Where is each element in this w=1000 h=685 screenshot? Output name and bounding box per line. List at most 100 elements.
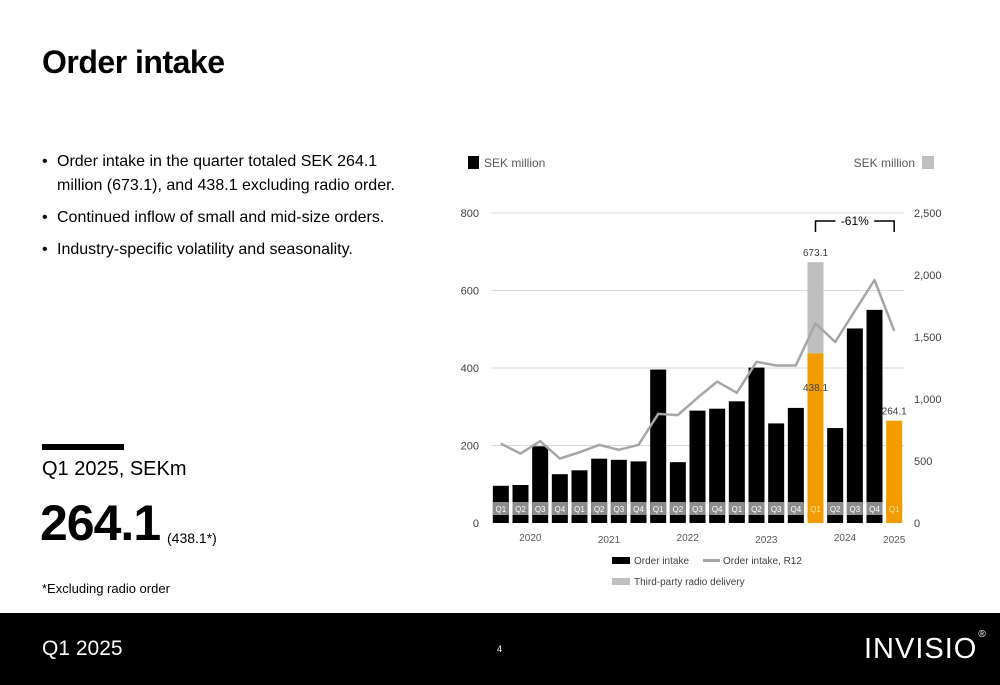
quarter-label: Q1 (810, 505, 821, 514)
bar-order-intake (807, 353, 824, 523)
bullet-list: Order intake in the quarter totaled SEK … (42, 150, 422, 270)
quarter-tag (728, 502, 745, 515)
bar-order-intake (571, 470, 588, 523)
quarter-tag (866, 502, 883, 515)
quarter-tag (512, 502, 529, 515)
footer-period: Q1 2025 (42, 637, 123, 660)
bar-order-intake (827, 428, 844, 523)
quarter-label: Q4 (869, 505, 880, 514)
quarter-label: Q3 (535, 505, 546, 514)
bar-radio-delivery (807, 262, 824, 354)
quarter-tag (551, 502, 568, 515)
y-right-tick-label: 2,500 (914, 208, 942, 220)
data-label: 673.1 (803, 248, 828, 259)
quarter-tag (768, 502, 785, 515)
left-unit-label: SEK million (484, 156, 545, 170)
quarter-tag (689, 502, 706, 515)
footer-bar: Q1 2025 4 INVISIO® (0, 613, 1000, 685)
legend-swatch-radio (612, 578, 630, 585)
quarter-tag (846, 502, 863, 515)
line-order-intake-r12 (500, 278, 896, 460)
quarter-label: Q1 (574, 505, 585, 514)
kpi-value: 264.1 (40, 495, 161, 551)
bullet-item: Industry-specific volatility and seasona… (42, 238, 422, 262)
quarter-label: Q2 (672, 505, 683, 514)
bar-order-intake (768, 423, 785, 523)
quarter-tag (591, 502, 608, 515)
bullet-item: Continued inflow of small and mid-size o… (42, 206, 422, 230)
bar-order-intake (787, 407, 804, 523)
quarter-tag (571, 502, 588, 515)
right-unit-swatch (922, 156, 934, 169)
y-left-tick-label: 200 (461, 441, 479, 453)
quarter-tag (827, 502, 844, 515)
legend-swatch-order-intake (612, 557, 630, 564)
bar-order-intake (650, 369, 667, 523)
kpi-note: (438.1*) (167, 530, 217, 546)
quarter-label: Q3 (771, 505, 782, 514)
footnote: *Excluding radio order (42, 581, 170, 596)
quarter-tag (650, 502, 667, 515)
quarter-tag (492, 502, 509, 515)
quarter-label: Q4 (712, 505, 723, 514)
quarter-tag (709, 502, 726, 515)
annotation-bracket-left (814, 220, 836, 232)
quarter-label: Q4 (790, 505, 801, 514)
y-right-tick-label: 0 (914, 518, 920, 530)
quarter-label: Q1 (495, 505, 506, 514)
legend-label: Order intake (634, 556, 689, 567)
left-unit-swatch (468, 156, 479, 169)
quarter-tag (532, 502, 549, 515)
quarter-label: Q1 (653, 505, 664, 514)
y-right-tick-label: 2,000 (914, 270, 942, 282)
y-right-tick-label: 1,500 (914, 332, 942, 344)
quarter-label: Q2 (594, 505, 605, 514)
quarter-tag (807, 502, 824, 515)
quarter-label: Q2 (515, 505, 526, 514)
legend-label: Order intake, R12 (723, 556, 802, 567)
y-right-tick-label: 1,000 (914, 394, 942, 406)
quarter-label: Q3 (692, 505, 703, 514)
bar-order-intake (866, 309, 883, 523)
kpi-accent-bar (42, 444, 124, 450)
registered-mark: ® (978, 629, 987, 640)
quarter-label: Q3 (849, 505, 860, 514)
quarter-tag (669, 502, 686, 515)
bar-order-intake (551, 474, 568, 523)
right-unit-label: SEK million (854, 156, 915, 170)
quarter-tag (748, 502, 765, 515)
quarter-label: Q4 (554, 505, 565, 514)
annotation-label: -61% (841, 214, 869, 228)
quarter-label: Q1 (731, 505, 742, 514)
year-label: 2024 (834, 533, 857, 544)
data-label: 264.1 (882, 407, 907, 418)
bullet-item: Order intake in the quarter totaled SEK … (42, 150, 422, 198)
quarter-label: Q4 (633, 505, 644, 514)
bar-order-intake (886, 420, 903, 523)
y-left-tick-label: 800 (461, 208, 479, 220)
data-label: 438.1 (803, 383, 828, 394)
page-number: 4 (497, 644, 503, 654)
quarter-tag (630, 502, 647, 515)
y-right-tick-label: 500 (914, 456, 932, 468)
quarter-label: Q2 (830, 505, 841, 514)
annotation-bracket-right (874, 220, 895, 232)
year-label: 2022 (677, 533, 700, 544)
year-label: 2021 (598, 535, 621, 546)
year-label: 2020 (519, 533, 542, 544)
bar-order-intake (728, 401, 745, 523)
logo-text: INVISIO (864, 633, 978, 665)
order-intake-chart: 0 200 400 600 800 0 500 1,000 1,500 2,000 2,500 SEK… (461, 156, 942, 588)
legend-label: Third-party radio delivery (634, 577, 745, 588)
bar-order-intake (846, 328, 863, 523)
quarter-label: Q2 (751, 505, 762, 514)
bar-order-intake (689, 410, 706, 523)
quarter-tag (610, 502, 627, 515)
quarter-tag (886, 502, 903, 515)
quarter-label: Q1 (889, 505, 900, 514)
bar-order-intake (709, 408, 726, 523)
year-label: 2025 (883, 535, 906, 546)
y-left-tick-label: 0 (473, 518, 479, 530)
quarter-tag (787, 502, 804, 515)
company-logo: INVISIO® (864, 629, 987, 666)
